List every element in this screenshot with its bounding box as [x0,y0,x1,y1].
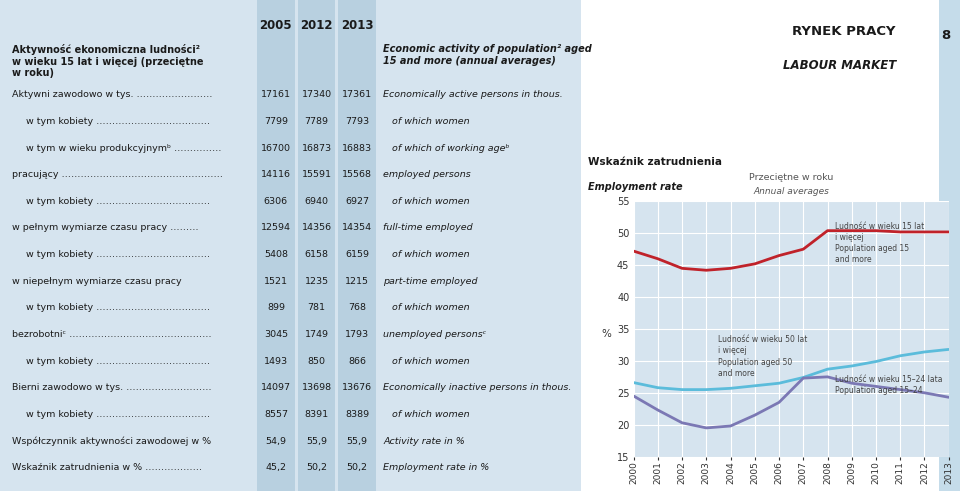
Text: Activity rate in %: Activity rate in % [383,436,465,446]
Text: of which women: of which women [392,117,469,126]
Text: w tym kobiety ………………………………: w tym kobiety ……………………………… [26,197,210,206]
Text: 14354: 14354 [342,223,372,232]
Text: 15568: 15568 [342,170,372,179]
Text: 50,2: 50,2 [347,464,368,472]
Text: of which women: of which women [392,357,469,366]
Text: 50,2: 50,2 [306,464,327,472]
Text: w tym w wieku produkcyjnymᵇ ……………: w tym w wieku produkcyjnymᵇ …………… [26,143,222,153]
Text: 6306: 6306 [264,197,288,206]
Text: 6927: 6927 [346,197,370,206]
Text: 54,9: 54,9 [265,436,286,446]
Text: Employment rate: Employment rate [588,182,683,191]
Text: 5408: 5408 [264,250,288,259]
Text: Przeciętne w roku: Przeciętne w roku [749,173,833,182]
Text: unemployed personsᶜ: unemployed personsᶜ [383,330,487,339]
Text: 7789: 7789 [304,117,328,126]
Text: Economically active persons in thous.: Economically active persons in thous. [383,90,564,99]
Text: w tym kobiety ………………………………: w tym kobiety ……………………………… [26,250,210,259]
Text: Bierni zawodowo w tys. ………………………: Bierni zawodowo w tys. ……………………… [12,383,211,392]
Text: 1749: 1749 [304,330,328,339]
Text: employed persons: employed persons [383,170,471,179]
Text: 8: 8 [941,29,950,42]
Text: 2012: 2012 [300,19,333,32]
Text: 781: 781 [307,303,325,312]
Text: w pełnym wymiarze czasu pracy ………: w pełnym wymiarze czasu pracy ……… [12,223,199,232]
Bar [298,0,335,491]
Text: w tym kobiety ………………………………: w tym kobiety ……………………………… [26,117,210,126]
Text: 3045: 3045 [264,330,288,339]
Text: 6158: 6158 [304,250,328,259]
Text: 850: 850 [307,357,325,366]
Text: 17361: 17361 [342,90,372,99]
Text: Economically inactive persons in thous.: Economically inactive persons in thous. [383,383,572,392]
Text: Wskaźnik zatrudnienia: Wskaźnik zatrudnienia [588,157,722,167]
Text: w tym kobiety ………………………………: w tym kobiety ……………………………… [26,410,210,419]
Text: 2005: 2005 [259,19,292,32]
Text: 7799: 7799 [264,117,288,126]
Text: Economic activity of population² aged
15 and more (annual averages): Economic activity of population² aged 15… [383,44,592,66]
Text: 866: 866 [348,357,366,366]
Text: of which women: of which women [392,250,469,259]
Text: 45,2: 45,2 [265,464,286,472]
Text: Aktywność ekonomiczna ludności²
w wieku 15 lat i więcej (przeciętne
w roku): Aktywność ekonomiczna ludności² w wieku … [12,44,204,78]
Text: 14097: 14097 [261,383,291,392]
Text: 6159: 6159 [346,250,370,259]
Text: of which of working ageᵇ: of which of working ageᵇ [392,143,510,153]
Text: 13676: 13676 [342,383,372,392]
Text: 7793: 7793 [346,117,370,126]
Text: 1793: 1793 [346,330,370,339]
Text: 14116: 14116 [261,170,291,179]
Text: LABOUR MARKET: LABOUR MARKET [782,59,896,72]
Text: full-time employed: full-time employed [383,223,473,232]
Text: 55,9: 55,9 [347,436,368,446]
Text: Aktywni zawodowo w tys. ……………………: Aktywni zawodowo w tys. …………………… [12,90,212,99]
Text: Współczynnik aktywności zawodowej w %: Współczynnik aktywności zawodowej w % [12,436,211,446]
Text: Employment rate in %: Employment rate in % [383,464,490,472]
Bar [338,0,376,491]
Text: w tym kobiety ………………………………: w tym kobiety ……………………………… [26,303,210,312]
Text: 16700: 16700 [261,143,291,153]
Text: 899: 899 [267,303,285,312]
Text: part-time employed: part-time employed [383,277,478,286]
Text: 1521: 1521 [264,277,288,286]
Text: 16883: 16883 [342,143,372,153]
Text: 768: 768 [348,303,366,312]
Text: 14356: 14356 [301,223,331,232]
Text: 1235: 1235 [304,277,328,286]
Text: 17340: 17340 [301,90,331,99]
Text: 55,9: 55,9 [306,436,327,446]
Text: 2013: 2013 [341,19,373,32]
Text: pracujący ……………………………………………: pracujący …………………………………………… [12,170,223,179]
Text: bezrobotniᶜ ………………………………………: bezrobotniᶜ ……………………………………… [12,330,211,339]
Text: Annual averages: Annual averages [754,188,829,196]
Text: Wskaźnik zatrudnienia w % ………………: Wskaźnik zatrudnienia w % ……………… [12,464,202,472]
Bar [257,0,295,491]
Text: 8389: 8389 [346,410,370,419]
Text: 17161: 17161 [261,90,291,99]
Text: of which women: of which women [392,197,469,206]
Text: 12594: 12594 [261,223,291,232]
Y-axis label: %: % [601,329,611,339]
Text: 15591: 15591 [301,170,331,179]
Text: 8557: 8557 [264,410,288,419]
Text: of which women: of which women [392,410,469,419]
Text: 6940: 6940 [304,197,328,206]
Text: Ludność w wieku 15 lat
i więcej
Population aged 15
and more: Ludność w wieku 15 lat i więcej Populati… [835,222,924,264]
Text: of which women: of which women [392,303,469,312]
Text: w tym kobiety ………………………………: w tym kobiety ……………………………… [26,357,210,366]
Text: 1215: 1215 [346,277,370,286]
Text: 16873: 16873 [301,143,331,153]
Text: RYNEK PRACY: RYNEK PRACY [792,25,896,37]
Text: 1493: 1493 [264,357,288,366]
Text: Ludność w wieku 50 lat
i więcej
Population aged 50
and more: Ludność w wieku 50 lat i więcej Populati… [718,335,807,378]
Text: 8391: 8391 [304,410,328,419]
Text: 13698: 13698 [301,383,331,392]
Text: w niepełnym wymiarze czasu pracy: w niepełnym wymiarze czasu pracy [12,277,181,286]
Text: Ludność w wieku 15–24 lata
Population aged 15–24: Ludność w wieku 15–24 lata Population ag… [835,375,943,395]
